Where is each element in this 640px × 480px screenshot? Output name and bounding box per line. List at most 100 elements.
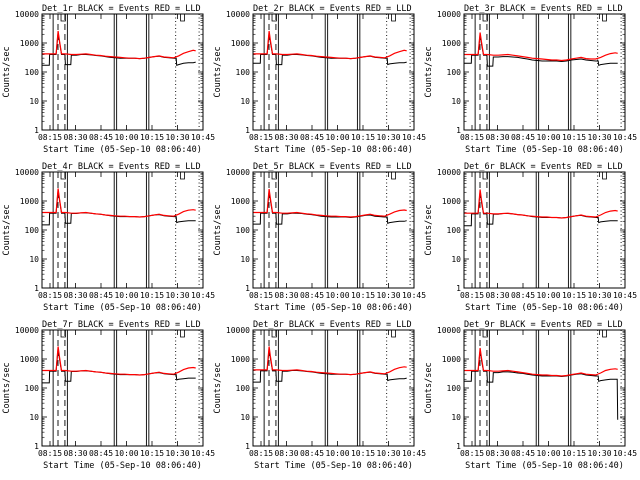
events-series-line [464,350,619,420]
y-tick-label: 10 [240,97,250,106]
x-tick-label: 10:00 [325,449,349,458]
lld-series-line [42,346,196,376]
x-tick-label: 10:45 [613,291,637,300]
y-tick-label: 100 [236,68,251,77]
y-tick-label: 10000 [437,326,461,335]
y-tick-label: 100 [25,226,40,235]
x-tick-label: 08:15 [460,449,484,458]
lld-series-line [253,188,407,218]
x-tick-label: 08:45 [300,291,324,300]
chart-panel-9: Det_9r BLACK = Events RED = LLD Counts/se… [424,320,637,471]
x-tick-label: 10:45 [402,449,426,458]
x-tick-label: 10:00 [536,449,560,458]
y-tick-label: 100 [236,226,251,235]
y-tick-label: 1000 [20,355,39,364]
x-tick-label: 10:15 [562,449,586,458]
x-tick-label: 08:45 [511,291,535,300]
y-axis-label: Counts/sec [2,46,12,97]
x-tick-label: 10:30 [165,449,189,458]
x-axis-label: Start Time (05-Sep-10 08:06:40) [465,303,624,313]
bracket-marker [180,330,185,338]
x-tick-label: 10:30 [587,449,611,458]
chart-panel-4: Det_4r BLACK = Events RED = LLD Counts/se… [2,162,215,313]
lld-series-line [464,347,618,377]
x-axis-label: Start Time (05-Sep-10 08:06:40) [465,461,624,471]
y-axis-label: Counts/sec [213,362,223,413]
chart-title: Det_8r BLACK = Events RED = LLD [253,320,412,330]
y-tick-label: 1000 [231,355,250,364]
y-axis-label: Counts/sec [424,46,434,97]
x-tick-label: 08:30 [485,449,509,458]
chart-title: Det_7r BLACK = Events RED = LLD [42,320,201,330]
events-series-line [253,348,407,383]
y-tick-label: 10000 [226,10,250,19]
y-tick-label: 10000 [15,168,39,177]
y-tick-label: 10 [29,255,39,264]
x-tick-label: 08:30 [63,133,87,142]
y-tick-label: 1 [245,284,250,293]
bracket-marker [60,330,66,338]
bracket-marker [482,14,488,22]
x-tick-label: 10:30 [165,291,189,300]
chart-title: Det_5r BLACK = Events RED = LLD [253,162,412,172]
bracket-marker [180,14,185,22]
plot-frame [463,13,626,131]
y-axis-label: Counts/sec [2,204,12,255]
plot-frame [463,171,626,289]
x-tick-label: 10:00 [114,291,138,300]
x-tick-label: 10:30 [587,133,611,142]
chart-title: Det_6r BLACK = Events RED = LLD [464,162,623,172]
x-tick-label: 08:30 [63,291,87,300]
bracket-marker [391,330,396,338]
y-tick-label: 1 [456,442,461,451]
chart-panel-2: Det_2r BLACK = Events RED = LLD Counts/se… [213,4,426,155]
y-tick-label: 10000 [15,326,39,335]
x-tick-label: 10:00 [325,133,349,142]
plot-frame [463,329,626,447]
lld-series-line [253,346,407,376]
plot-frame [252,171,415,289]
x-tick-label: 10:45 [402,291,426,300]
chart-panel-1: Det_1r BLACK = Events RED = LLD Counts/se… [2,4,215,155]
y-tick-label: 1000 [442,355,461,364]
y-tick-label: 1 [245,442,250,451]
x-tick-label: 10:30 [376,133,400,142]
x-tick-label: 10:45 [191,291,215,300]
plot-frame [252,329,415,447]
y-tick-label: 10000 [15,10,39,19]
chart-title: Det_4r BLACK = Events RED = LLD [42,162,201,172]
lld-series-line [253,30,407,60]
y-tick-label: 10 [451,97,461,106]
x-tick-label: 08:15 [460,133,484,142]
x-tick-label: 08:45 [511,133,535,142]
events-series-line [464,34,618,67]
x-tick-label: 10:15 [351,449,375,458]
x-axis-label: Start Time (05-Sep-10 08:06:40) [254,303,413,313]
x-axis-label: Start Time (05-Sep-10 08:06:40) [465,145,624,155]
x-tick-label: 10:00 [536,291,560,300]
x-tick-label: 10:00 [325,291,349,300]
chart-title: Det_1r BLACK = Events RED = LLD [42,4,201,14]
x-tick-label: 10:15 [140,133,164,142]
x-tick-label: 10:00 [114,133,138,142]
bracket-marker [602,14,607,22]
x-tick-label: 10:15 [351,133,375,142]
y-tick-label: 10000 [226,326,250,335]
y-tick-label: 1000 [231,197,250,206]
y-tick-label: 1000 [442,197,461,206]
bracket-marker [271,14,277,22]
x-axis-label: Start Time (05-Sep-10 08:06:40) [43,145,202,155]
plot-frame [252,13,415,131]
y-tick-label: 10000 [226,168,250,177]
x-tick-label: 10:45 [402,133,426,142]
lld-series-line [464,189,618,219]
x-tick-label: 08:45 [300,133,324,142]
chart-panel-6: Det_6r BLACK = Events RED = LLD Counts/se… [424,162,637,313]
plot-frame [41,171,204,289]
y-axis-label: Counts/sec [2,362,12,413]
x-tick-label: 10:00 [536,133,560,142]
y-tick-label: 100 [236,384,251,393]
y-tick-label: 10 [29,413,39,422]
bracket-marker [60,172,66,180]
x-tick-label: 10:30 [165,133,189,142]
